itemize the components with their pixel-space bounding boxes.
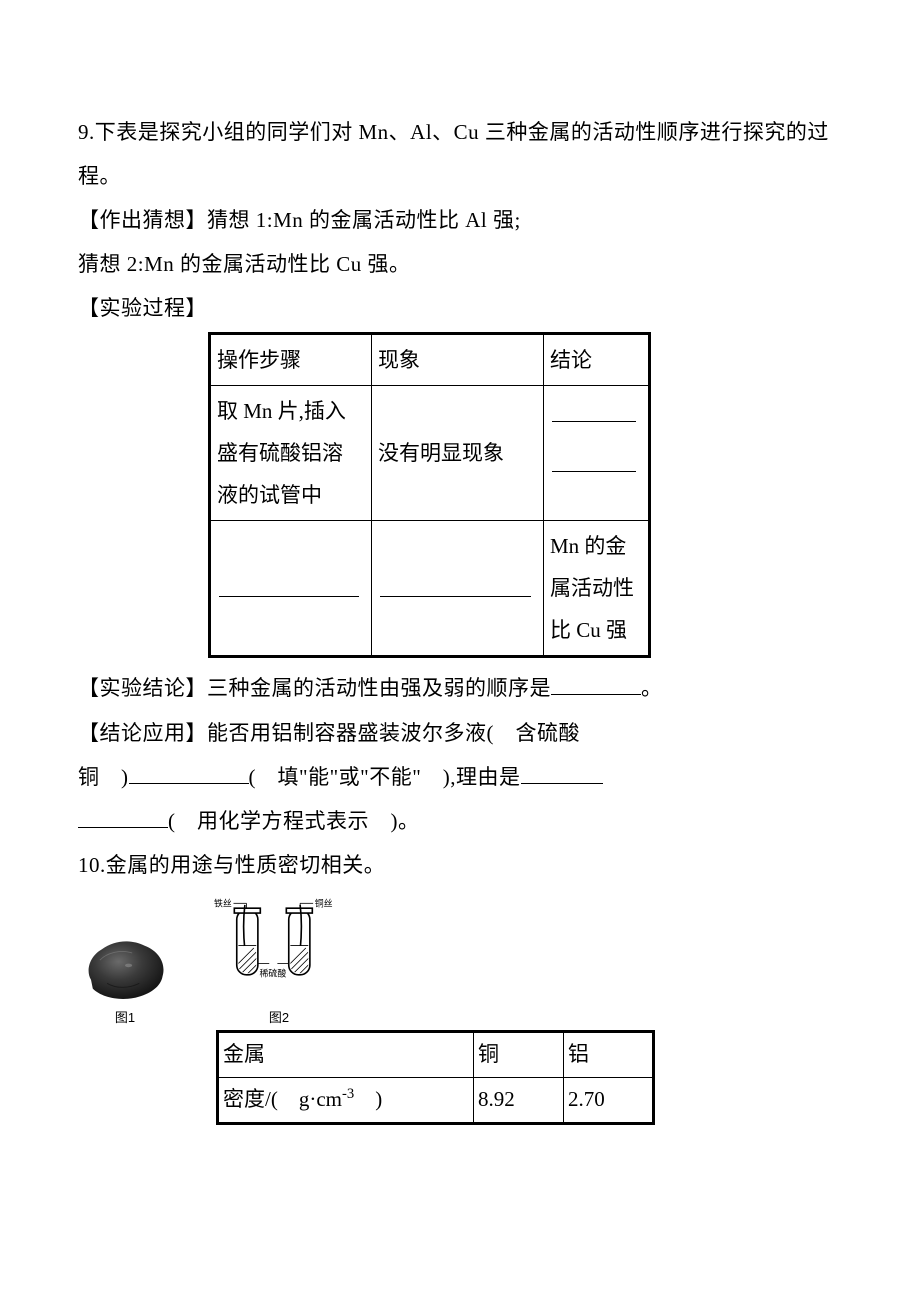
test-tubes-icon: 铁丝 铜丝 — [214, 893, 344, 1003]
q9-app-l3: ( 用化学方程式表示 )。 — [168, 809, 420, 833]
q9-r1-steps: 取 Mn 片,插入盛有硫酸铝溶液的试管中 — [210, 386, 372, 521]
q9-app-line3: ( 用化学方程式表示 )。 — [78, 799, 842, 843]
label-acid: 稀硫酸 — [260, 967, 287, 978]
q10-table: 金属 铜 铝 密度/( g·cm-3 ) 8.92 2.70 — [216, 1030, 655, 1125]
table-row: 金属 铜 铝 — [218, 1031, 654, 1077]
q9-app-line1: 【结论应用】能否用铝制容器盛装波尔多液( 含硫酸 — [78, 711, 842, 755]
q9-r1-phenom: 没有明显现象 — [372, 386, 544, 521]
q10-th-cu: 铜 — [474, 1031, 564, 1077]
fig1-caption: 图1 — [115, 1007, 135, 1026]
q9-r2-phenom-blank — [372, 521, 544, 657]
q9-table: 操作步骤 现象 结论 取 Mn 片,插入盛有硫酸铝溶液的试管中 没有明显现象 M… — [208, 332, 651, 658]
q9-th-concl: 结论 — [544, 334, 650, 386]
table-row: 操作步骤 现象 结论 — [210, 334, 650, 386]
fig2-caption: 图2 — [269, 1007, 289, 1026]
blank-line — [380, 571, 531, 597]
blank-line — [219, 571, 359, 597]
density-text-b: ) — [354, 1087, 382, 1111]
q9-hypothesis-2: 猜想 2:Mn 的金属活动性比 Cu 强。 — [78, 242, 842, 286]
blank-line — [552, 446, 636, 472]
table-row: 密度/( g·cm-3 ) 8.92 2.70 — [218, 1077, 654, 1123]
label-iron: 铁丝 — [214, 898, 232, 909]
q9-r2-steps-blank — [210, 521, 372, 657]
blank — [551, 670, 641, 695]
q9-concl-pre: 【实验结论】三种金属的活动性由强及弱的顺序是 — [78, 676, 551, 700]
blank — [521, 758, 603, 783]
q9-app-l2-pre: 铜 ) — [78, 765, 129, 789]
q10-intro: 10.金属的用途与性质密切相关。 — [78, 843, 842, 887]
q10-th-metal: 金属 — [218, 1031, 474, 1077]
q9-intro: 9.下表是探究小组的同学们对 Mn、Al、Cu 三种金属的活动性顺序进行探究的过… — [78, 110, 842, 198]
blank — [78, 803, 168, 828]
blank — [129, 758, 249, 783]
table-row: 取 Mn 片,插入盛有硫酸铝溶液的试管中 没有明显现象 — [210, 386, 650, 521]
density-text-a: 密度/( g·cm — [223, 1087, 342, 1111]
q10-fig1: 图1 — [80, 935, 170, 1026]
q9-th-steps: 操作步骤 — [210, 334, 372, 386]
q9-conclusion-line: 【实验结论】三种金属的活动性由强及弱的顺序是 。 — [78, 666, 842, 710]
q10-density-al: 2.70 — [564, 1077, 654, 1123]
q9-procedure-label: 【实验过程】 — [78, 286, 842, 330]
q9-table-wrap: 操作步骤 现象 结论 取 Mn 片,插入盛有硫酸铝溶液的试管中 没有明显现象 M… — [78, 332, 842, 658]
q9-th-phenom: 现象 — [372, 334, 544, 386]
q10-row-density-label: 密度/( g·cm-3 ) — [218, 1077, 474, 1123]
q10-th-al: 铝 — [564, 1031, 654, 1077]
table-row: Mn 的金属活动性比 Cu 强 — [210, 521, 650, 657]
q9-hypothesis-1: 【作出猜想】猜想 1:Mn 的金属活动性比 Al 强; — [78, 198, 842, 242]
label-copper: 铜丝 — [315, 898, 333, 909]
q10-fig2: 铁丝 铜丝 — [214, 893, 344, 1026]
q10-figures-row: 图1 铁丝 铜丝 — [78, 893, 842, 1026]
q9-r2-concl: Mn 的金属活动性比 Cu 强 — [544, 521, 650, 657]
blank-line — [552, 396, 636, 422]
q9-app-line2: 铜 ) ( 填"能"或"不能" ),理由是 — [78, 755, 842, 799]
density-sup: -3 — [342, 1086, 354, 1102]
q10-table-wrap: 金属 铜 铝 密度/( g·cm-3 ) 8.92 2.70 — [78, 1030, 842, 1125]
q9-concl-post: 。 — [641, 676, 663, 700]
q9-r1-concl-blank — [544, 386, 650, 521]
rock-icon — [80, 935, 170, 1003]
q9-app-l2-mid: ( 填"能"或"不能" ),理由是 — [249, 765, 521, 789]
q10-density-cu: 8.92 — [474, 1077, 564, 1123]
